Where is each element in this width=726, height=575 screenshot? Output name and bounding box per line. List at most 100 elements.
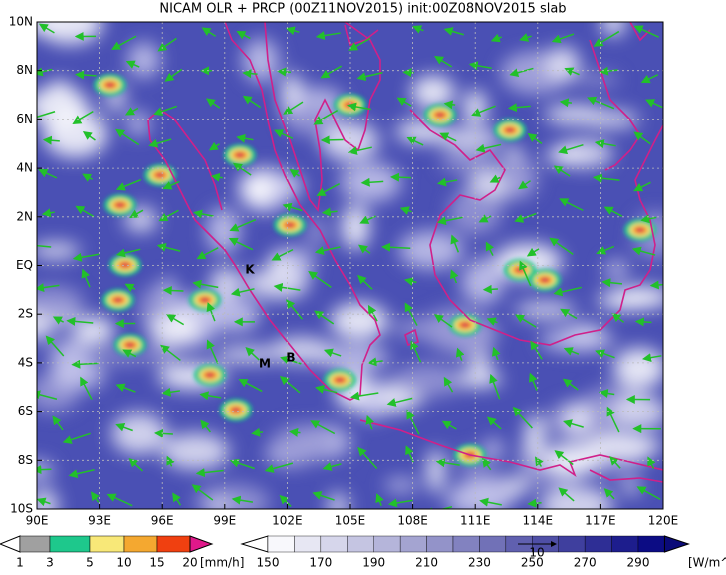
station-label: B <box>286 351 295 365</box>
cloud <box>358 380 385 421</box>
wind-vector <box>155 433 172 434</box>
cloud <box>161 433 229 469</box>
lon-label: 108E <box>397 514 428 528</box>
cloud <box>245 172 273 207</box>
wind-vector <box>279 71 291 72</box>
cloud <box>248 269 309 300</box>
rain-cell <box>462 323 468 327</box>
cloud <box>206 208 240 254</box>
lat-label: 2S <box>18 307 33 321</box>
colorbar-label: 270 <box>574 556 597 570</box>
colorbar-cell <box>50 536 90 552</box>
colorbar-end <box>0 536 20 552</box>
colorbar-label: 10 <box>116 556 131 570</box>
lat-label: 4N <box>16 161 33 175</box>
lon-label: 120E <box>648 514 679 528</box>
lat-label: EQ <box>16 258 33 272</box>
cloud <box>498 155 538 200</box>
colorbar-label: 230 <box>468 556 491 570</box>
colorbar-unit: [mm/h] <box>200 556 244 570</box>
colorbar-label: 290 <box>627 556 650 570</box>
rain-cell <box>117 203 123 207</box>
rain-cell <box>507 128 513 132</box>
lat-label: 4S <box>18 355 33 369</box>
rain-cell <box>287 223 293 227</box>
colorbar-cell <box>559 536 585 552</box>
cloud <box>37 1 103 44</box>
cloud <box>31 242 81 259</box>
cloud <box>128 42 160 77</box>
wind-vector <box>529 503 542 504</box>
colorbar-end <box>664 536 688 552</box>
wind-vector <box>391 177 410 178</box>
colorbar-cell <box>400 536 426 552</box>
cloud <box>384 479 418 492</box>
rain-cell <box>115 298 121 302</box>
station-label: K <box>245 263 255 277</box>
rain-cell <box>122 263 128 267</box>
colorbar-cell <box>479 536 505 552</box>
lat-label: 6N <box>16 112 33 126</box>
colorbar-cell <box>321 536 347 552</box>
colorbar-end <box>242 536 268 552</box>
cloud <box>271 425 334 463</box>
lat-label: 2N <box>16 209 33 223</box>
station-label: M <box>259 357 271 371</box>
cloud <box>440 149 499 173</box>
lon-label: 90E <box>26 514 49 528</box>
colorbar-cell <box>294 536 320 552</box>
cloud <box>545 106 604 124</box>
cloud <box>612 396 668 429</box>
colorbar-cell <box>453 536 479 552</box>
lon-label: 111E <box>460 514 491 528</box>
colorbar-label: 15 <box>149 556 164 570</box>
lon-label: 114E <box>523 514 554 528</box>
lon-label: 96E <box>151 514 174 528</box>
colorbar-label: 190 <box>362 556 385 570</box>
map-field <box>7 1 679 525</box>
colorbar-label: 20 <box>182 556 197 570</box>
lon-label: 99E <box>213 514 236 528</box>
lat-label: 10N <box>9 15 33 29</box>
rain-cell <box>437 113 443 117</box>
lat-label: 8N <box>16 63 33 77</box>
wind-vector <box>484 289 498 290</box>
lon-label: 105E <box>335 514 366 528</box>
rain-cell <box>637 228 643 232</box>
lat-label: 6S <box>18 404 33 418</box>
rain-cell <box>207 373 213 377</box>
colorbar-label: 5 <box>86 556 94 570</box>
colorbar-cell <box>268 536 294 552</box>
colorbar-end <box>190 536 212 552</box>
colorbar-label: 150 <box>257 556 280 570</box>
rain-cell <box>127 343 133 347</box>
lon-label: 93E <box>88 514 111 528</box>
rain-cell <box>337 378 343 382</box>
cloud <box>546 147 580 163</box>
cloud <box>515 302 576 319</box>
cloud <box>574 74 619 86</box>
title: NICAM OLR + PRCP (00Z11NOV2015) init:00Z… <box>159 2 566 17</box>
cloud <box>307 216 326 248</box>
lat-label: 8S <box>18 453 33 467</box>
rain-cell <box>517 268 523 272</box>
colorbar-cell <box>374 536 400 552</box>
cloud <box>342 205 370 250</box>
wind-vector <box>636 321 651 322</box>
cloud <box>565 402 593 434</box>
cloud <box>74 317 114 345</box>
cloud <box>546 46 580 80</box>
cloud <box>393 318 458 339</box>
colorbar-cell <box>347 536 373 552</box>
colorbar-cell <box>612 536 638 552</box>
colorbar-label: 170 <box>309 556 332 570</box>
colorbar-cell <box>585 536 611 552</box>
colorbar-cell <box>157 536 190 552</box>
rain-cell <box>237 153 243 157</box>
rain-cell <box>542 278 548 282</box>
cloud <box>243 39 280 83</box>
colorbar-cell <box>427 536 453 552</box>
rain-cell <box>202 298 208 302</box>
